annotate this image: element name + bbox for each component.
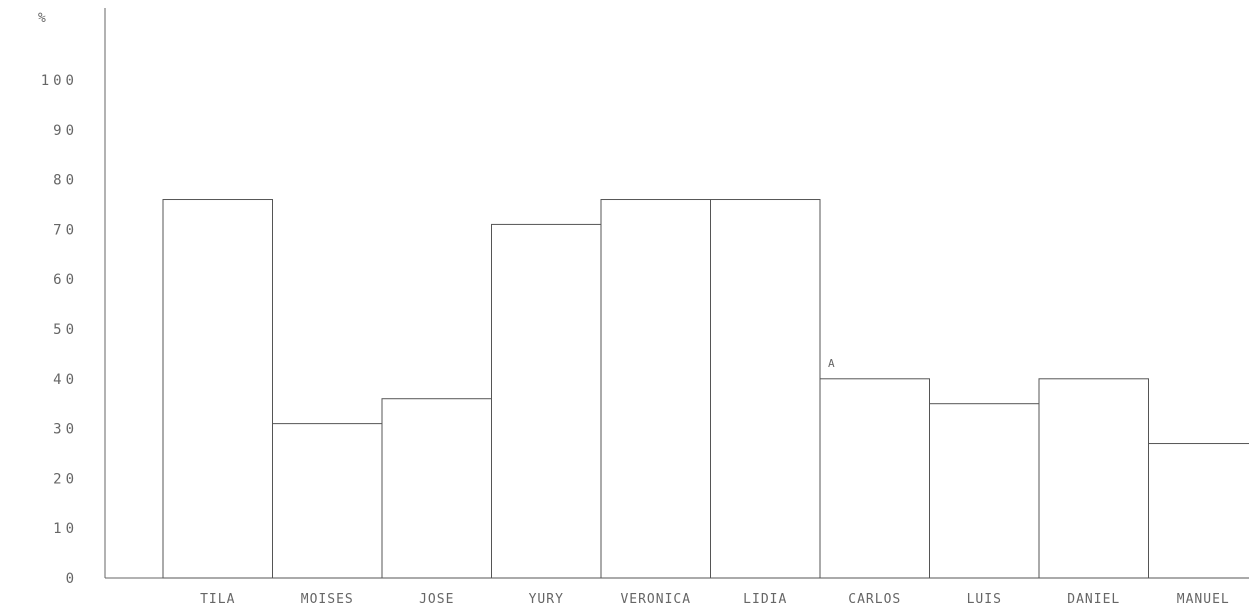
y-tick-label: 70 bbox=[53, 222, 78, 238]
bar-yury bbox=[491, 223, 602, 579]
y-tick-label: 90 bbox=[53, 123, 78, 139]
x-tick-label: MANUEL bbox=[1177, 592, 1230, 607]
bars-group bbox=[162, 199, 1249, 579]
bar-daniel bbox=[1038, 378, 1149, 579]
y-tick-label: 20 bbox=[53, 471, 78, 487]
bar-carlos bbox=[819, 378, 930, 579]
bar-luis bbox=[929, 403, 1040, 579]
x-tick-label: LUIS bbox=[967, 592, 1002, 607]
x-tick-label: YURY bbox=[529, 592, 564, 607]
bar-jose bbox=[381, 398, 492, 579]
bar-moises bbox=[272, 423, 383, 579]
y-tick-label: 40 bbox=[53, 372, 78, 388]
annotation-label: A bbox=[828, 357, 835, 370]
y-tick-label: 80 bbox=[53, 173, 78, 189]
bar-lidia bbox=[710, 199, 821, 579]
y-tick-label: 60 bbox=[53, 272, 78, 288]
bar-veronica bbox=[600, 199, 711, 579]
y-tick-label: 0 bbox=[66, 571, 78, 587]
x-axis-labels: TILA MOISES JOSE YURY VERONICA LIDIA CARLOS LUI… bbox=[200, 592, 1230, 607]
bar-tila bbox=[162, 199, 273, 579]
x-tick-label: DANIEL bbox=[1067, 592, 1120, 607]
y-tick-label: 30 bbox=[53, 422, 78, 438]
x-tick-label: JOSE bbox=[419, 592, 454, 607]
x-tick-label: VERONICA bbox=[620, 592, 691, 607]
y-axis-ticks: 0 10 20 30 40 50 60 70 80 90 100 bbox=[41, 73, 78, 587]
x-tick-label: MOISES bbox=[301, 592, 354, 607]
y-tick-label: 100 bbox=[41, 73, 78, 89]
y-tick-label: 50 bbox=[53, 322, 78, 338]
bar-manuel bbox=[1148, 443, 1249, 579]
y-axis-unit-label: % bbox=[38, 11, 46, 26]
x-tick-label: CARLOS bbox=[848, 592, 901, 607]
y-tick-label: 10 bbox=[53, 521, 78, 537]
x-tick-label: LIDIA bbox=[743, 592, 787, 607]
annotations-group: A bbox=[828, 357, 835, 370]
x-tick-label: TILA bbox=[200, 592, 235, 607]
